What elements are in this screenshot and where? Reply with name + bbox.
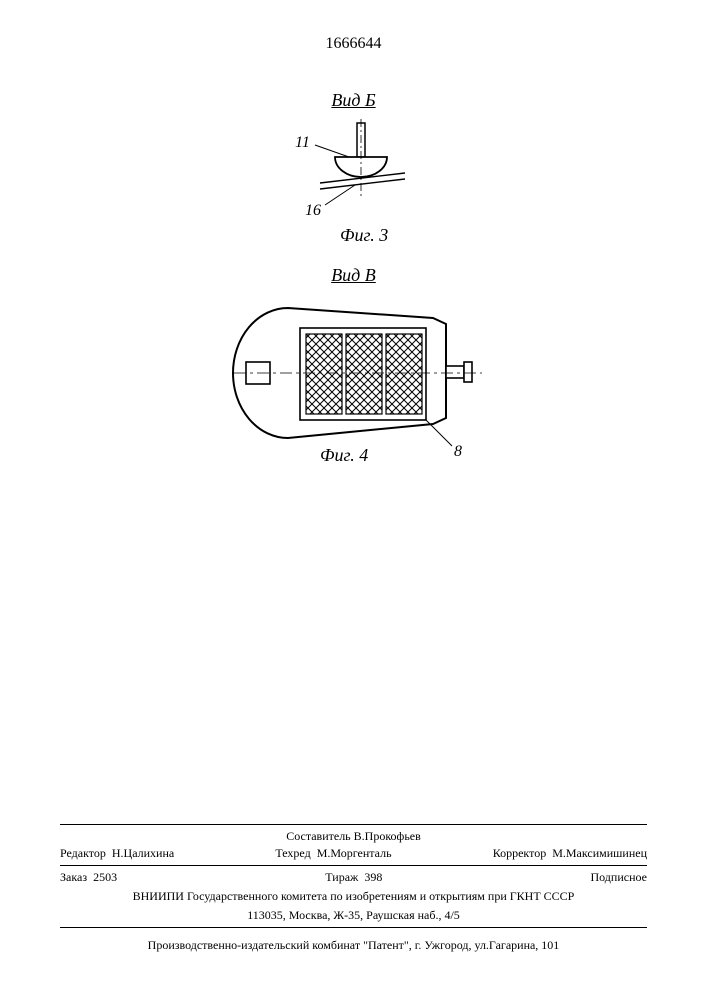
fig4-drawing: 8 (228, 288, 488, 468)
techred: Техред М.Моргенталь (275, 846, 391, 861)
fig3-label-16: 16 (305, 202, 321, 219)
fig4-label-8: 8 (454, 443, 462, 460)
subscription: Подписное (590, 870, 647, 885)
tirazh: Тираж 398 (325, 870, 382, 885)
fig4-title: Вид В (0, 265, 707, 286)
fig3-title: Вид Б (0, 90, 707, 111)
order: Заказ 2503 (60, 870, 117, 885)
document-number: 1666644 (0, 35, 707, 53)
corrector: Корректор М.Максимишинец (493, 846, 647, 861)
compiler-text: Составитель В.Прокофьев (286, 829, 421, 843)
fig3-drawing: 11 16 (265, 115, 445, 225)
org-line2: 113035, Москва, Ж-35, Раушская наб., 4/5 (60, 908, 647, 923)
patent-page: 1666644 Вид Б 11 16 Фиг. 3 Вид В (0, 0, 707, 1000)
fig3-label-11: 11 (295, 134, 310, 151)
publisher: Производственно-издательский комбинат "П… (60, 938, 647, 953)
fig4-caption: Фиг. 4 (320, 445, 368, 466)
footer-block: Составитель В.Прокофьев Редактор Н.Цалих… (60, 820, 647, 953)
org-line1: ВНИИПИ Государственного комитета по изоб… (60, 889, 647, 904)
fig3-caption: Фиг. 3 (340, 225, 388, 246)
editor: Редактор Н.Цалихина (60, 846, 174, 861)
